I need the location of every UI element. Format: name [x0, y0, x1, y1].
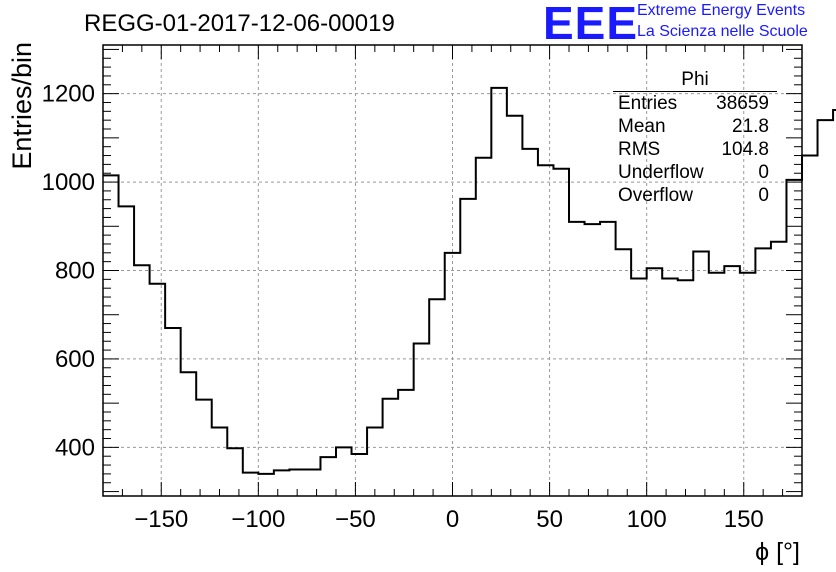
histogram-bin: [693, 251, 709, 496]
histogram-bin: [724, 266, 740, 496]
histogram-bin: [429, 299, 445, 496]
eee-logo: EEE: [543, 0, 639, 49]
stats-label: Underflow: [618, 162, 704, 183]
stats-value: 21.8: [732, 116, 769, 137]
histogram-bin: [678, 280, 694, 496]
stats-row-overflow: Overflow 0: [609, 184, 777, 207]
stats-label: Overflow: [618, 185, 693, 206]
histogram-bin: [647, 268, 663, 496]
histogram-bin: [367, 427, 383, 496]
histogram-bin: [196, 400, 212, 496]
x-tick-label: 100: [627, 506, 667, 533]
histogram-bin: [305, 469, 321, 496]
histogram-bin: [243, 473, 259, 496]
stats-row-underflow: Underflow 0: [609, 161, 777, 184]
histogram-bin: [212, 427, 228, 496]
y-tick-label: 800: [55, 258, 95, 285]
stats-value: 0: [758, 162, 769, 183]
stats-label: Entries: [618, 93, 678, 114]
histogram-bin: [585, 224, 601, 496]
x-tick-label: 150: [724, 506, 764, 533]
histogram-bin: [352, 454, 368, 496]
stats-label: RMS: [618, 139, 661, 160]
y-tick-label: 400: [55, 434, 95, 461]
histogram-bin: [786, 180, 802, 496]
histogram-bin: [476, 158, 492, 496]
logo-line-1: Extreme Energy Events: [637, 2, 806, 19]
histogram-bin: [150, 284, 166, 496]
y-tick-label: 1000: [42, 169, 95, 196]
stats-label: Mean: [618, 116, 666, 137]
stats-row-rms: RMS 104.8: [609, 138, 777, 161]
histogram-bin: [274, 470, 290, 496]
histogram-bin: [709, 273, 725, 496]
histogram-bin: [631, 278, 647, 496]
x-tick-label: −50: [335, 506, 376, 533]
histogram-bin: [227, 448, 243, 496]
x-tick-label: 50: [536, 506, 563, 533]
x-tick-label: 0: [446, 506, 459, 533]
stats-value: 104.8: [721, 139, 769, 160]
histogram-bin: [522, 149, 538, 496]
histogram-bin: [507, 116, 523, 496]
stats-box: Phi Entries 38659 Mean 21.8 RMS 104.8 Un…: [609, 69, 777, 207]
y-tick-label: 600: [55, 346, 95, 373]
stats-value: 38659: [716, 93, 769, 114]
stats-row-mean: Mean 21.8: [609, 115, 777, 138]
histogram-outline: [103, 86, 836, 475]
histogram-bin: [119, 206, 135, 496]
x-axis-label: ϕ [°]: [755, 538, 800, 566]
histogram-bin: [383, 399, 399, 496]
stats-title: Phi: [613, 69, 777, 92]
histogram-bin: [802, 156, 818, 496]
plot-frame: [102, 44, 803, 497]
histogram-bin: [818, 120, 834, 496]
histogram-bin: [755, 248, 771, 496]
histogram-bin: [491, 88, 507, 496]
y-tick-label: 1200: [42, 81, 95, 108]
histogram-bin: [336, 447, 352, 496]
histogram-bin: [414, 343, 430, 496]
histogram-bin: [460, 199, 476, 496]
chart-title: REGG-01-2017-12-06-00019: [84, 10, 395, 37]
logo-line-2: La Scienza nelle Scuole: [637, 23, 808, 40]
stats-value: 0: [758, 185, 769, 206]
histogram-bin: [740, 273, 756, 496]
histogram-bin: [398, 390, 414, 496]
histogram-bin: [165, 328, 181, 496]
y-axis-label: Entries/bin: [7, 42, 37, 170]
histogram-bin: [134, 265, 150, 496]
histogram-bin: [662, 278, 678, 496]
histogram-bin: [181, 372, 197, 496]
x-tick-label: −150: [134, 506, 188, 533]
x-tick-label: −100: [231, 506, 285, 533]
histogram-bin: [616, 249, 632, 496]
histogram-bin: [258, 474, 274, 496]
histogram-bin: [771, 242, 787, 496]
stats-row-entries: Entries 38659: [609, 92, 777, 115]
histogram-bin: [103, 175, 119, 496]
histogram-bin: [538, 165, 554, 496]
histogram-bin: [320, 457, 336, 496]
